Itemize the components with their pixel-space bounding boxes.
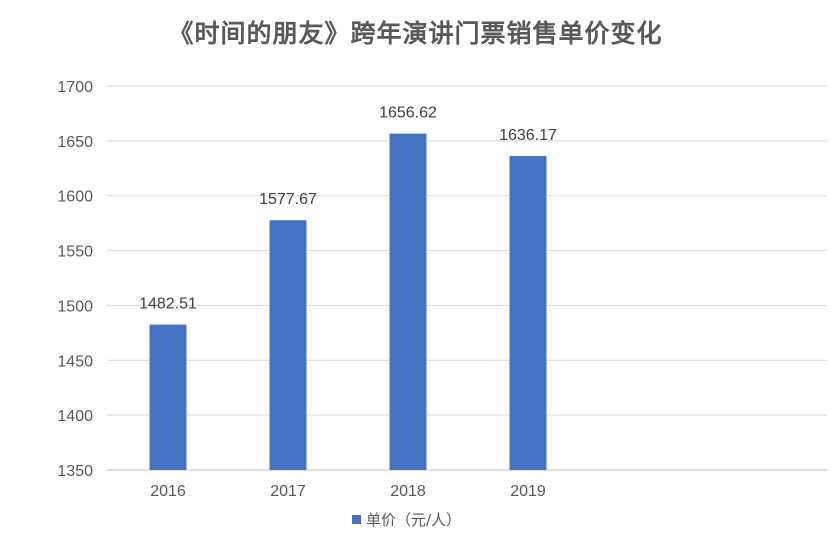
- bar-2019: [509, 156, 547, 470]
- gridlines: [107, 85, 827, 471]
- legend: 单价（元/人）: [352, 511, 461, 529]
- data-label-2018: 1656.62: [379, 105, 437, 122]
- legend-label: 单价（元/人）: [366, 511, 461, 529]
- y-tick-label: 1400: [57, 408, 93, 425]
- x-tick-label: 2017: [270, 483, 306, 500]
- data-label-2019: 1636.17: [499, 127, 557, 144]
- bars: [149, 133, 547, 470]
- bar-2016: [149, 324, 187, 470]
- y-tick-label: 1500: [57, 298, 93, 315]
- y-tick-label: 1600: [57, 189, 93, 206]
- bar-2017: [269, 220, 307, 470]
- x-tick-label: 2018: [390, 483, 426, 500]
- y-tick-label: 1350: [57, 463, 93, 480]
- y-tick-label: 1550: [57, 244, 93, 261]
- y-tick-label: 1650: [57, 134, 93, 151]
- y-tick-label: 1700: [57, 79, 93, 96]
- data-label-2016: 1482.51: [139, 296, 197, 313]
- x-tick-label: 2016: [150, 483, 186, 500]
- x-tick-label: 2019: [510, 483, 546, 500]
- y-axis-ticks: 1350 1400 1450 1500 1550 1600 1650 1700: [57, 79, 93, 480]
- chart-title: 《时间的朋友》跨年演讲门票销售单价变化: [168, 19, 663, 48]
- x-axis-ticks: 2016 2017 2018 2019: [150, 483, 546, 500]
- bar-2018: [389, 133, 427, 470]
- y-tick-label: 1450: [57, 353, 93, 370]
- data-labels: 1482.51 1577.67 1656.62 1636.17: [139, 105, 557, 313]
- data-label-2017: 1577.67: [259, 191, 317, 208]
- legend-swatch: [352, 515, 361, 524]
